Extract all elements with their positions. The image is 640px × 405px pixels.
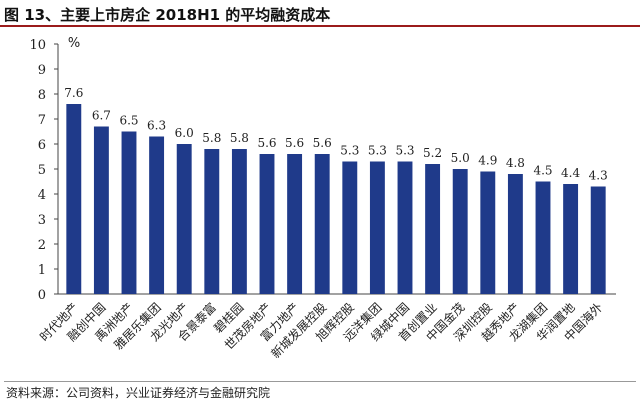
value-labels: 7.6 6.7 6.5 6.3 6.0 5.8 5.8 5.6 5.6 5.6 5.3 5.3 5.3 5… <box>64 86 607 183</box>
y-tick-label: 2 <box>38 238 46 253</box>
bar <box>93 126 109 294</box>
bar-value-label: 5.3 <box>395 144 414 158</box>
bar-series <box>66 104 606 294</box>
figure-title-bar: 图 13、主要上市房企 2018H1 的平均融资成本 <box>0 0 640 27</box>
bar <box>369 161 385 294</box>
y-tick-label: 10 <box>29 38 46 53</box>
y-axis-unit-label: % <box>68 36 80 51</box>
bar <box>231 149 247 294</box>
bar-value-label: 4.4 <box>561 166 580 180</box>
bar <box>121 131 137 294</box>
bar-value-label: 4.8 <box>506 156 525 170</box>
bar <box>342 161 358 294</box>
bar <box>287 154 303 294</box>
y-tick-label: 1 <box>38 263 46 278</box>
y-tick-label: 3 <box>38 213 46 228</box>
bar-value-label: 5.8 <box>230 131 249 145</box>
bar-value-label: 6.0 <box>175 126 194 140</box>
category-labels: 时代地产融创中国禹洲地产雅居乐集团龙光地产合景泰富碧桂园世茂房地产富力地产新城发… <box>37 300 605 362</box>
bar-value-label: 5.0 <box>451 151 470 165</box>
bar <box>314 154 330 294</box>
bar-value-label: 5.6 <box>285 136 304 150</box>
bar-value-label: 5.3 <box>340 144 359 158</box>
y-tick-label: 8 <box>38 88 46 103</box>
bar <box>66 104 82 294</box>
bar-value-label: 4.3 <box>589 169 608 183</box>
bar <box>480 171 496 294</box>
y-tick-label: 0 <box>38 288 46 303</box>
bar <box>535 181 551 294</box>
bar-value-label: 5.6 <box>313 136 332 150</box>
bar <box>397 161 413 294</box>
y-tick-label: 5 <box>38 163 46 178</box>
bar <box>425 164 441 294</box>
bar <box>259 154 275 294</box>
bar <box>149 136 165 294</box>
bar-value-label: 5.8 <box>202 131 221 145</box>
y-tick-label: 9 <box>38 63 46 78</box>
y-tick-label: 7 <box>38 113 46 128</box>
bar-value-label: 6.7 <box>92 109 111 123</box>
bar <box>176 144 192 294</box>
figure-title: 图 13、主要上市房企 2018H1 的平均融资成本 <box>4 6 331 24</box>
source-divider <box>4 381 636 382</box>
bar-value-label: 5.6 <box>257 136 276 150</box>
bar-chart: 0 1 2 3 4 5 6 7 8 9 10 7.6 6.7 6.5 6.3 6.0 5.8 5.8 5.6 5.6… <box>29 36 616 362</box>
bar-value-label: 4.9 <box>478 154 497 168</box>
bar-value-label: 7.6 <box>64 86 83 100</box>
y-tick-label: 4 <box>38 188 46 203</box>
y-tick-label: 6 <box>38 138 46 153</box>
source-note: 资料来源：公司资料，兴业证券经济与金融研究院 <box>6 386 271 400</box>
bar <box>507 174 523 294</box>
bar-value-label: 6.3 <box>147 119 166 133</box>
bar <box>590 186 606 294</box>
bar-value-label: 6.5 <box>119 114 138 128</box>
bar <box>204 149 220 294</box>
bar-value-label: 5.3 <box>368 144 387 158</box>
bar-value-label: 4.5 <box>533 164 552 178</box>
bar <box>452 169 468 294</box>
bar-value-label: 5.2 <box>423 146 442 160</box>
bar <box>563 184 579 294</box>
